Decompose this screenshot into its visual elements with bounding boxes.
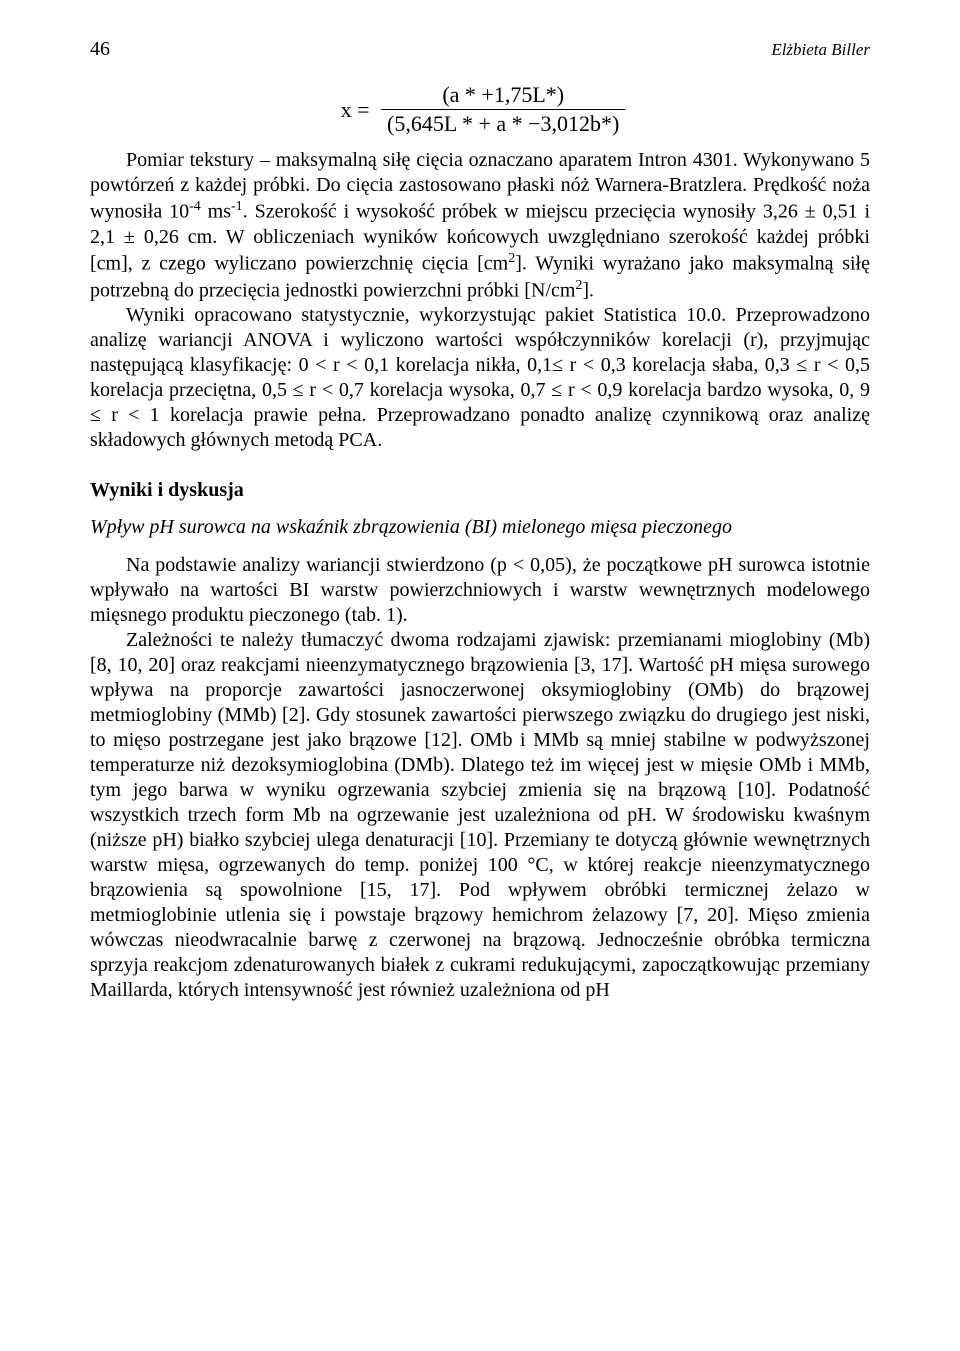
page-number: 46 [90,38,110,61]
paragraph-anova-result: Na podstawie analizy wariancji stwierdzo… [90,553,870,628]
text-run: ]. [582,279,594,301]
formula-variable: x [341,97,352,122]
paragraph-discussion-myoglobin: Zależności te należy tłumaczyć dwoma rod… [90,628,870,1003]
formula-lhs: x = [341,98,370,122]
superscript: -4 [189,199,201,214]
formula-numerator: (a * +1,75L*) [381,83,625,110]
subheading-ph-influence: Wpływ pH surowca na wskaźnik zbrązowieni… [90,516,870,539]
heading-results: Wyniki i dyskusja [90,479,870,502]
author-name: Elżbieta Biller [771,40,870,60]
text-run: ms [201,201,231,223]
page-container: 46 Elżbieta Biller x = (a * +1,75L*) (5,… [0,0,960,1351]
paragraph-methods-texture: Pomiar tekstury – maksymalną siłę cięcia… [90,148,870,303]
formula-denominator: (5,645L * + a * −3,012b*) [381,110,625,136]
running-header: 46 Elżbieta Biller [90,38,870,61]
superscript: -1 [231,199,243,214]
paragraph-statistics: Wyniki opracowano statystycznie, wykorzy… [90,303,870,453]
formula-bi: x = (a * +1,75L*) (5,645L * + a * −3,012… [90,83,870,136]
formula-fraction: (a * +1,75L*) (5,645L * + a * −3,012b*) [381,83,625,136]
